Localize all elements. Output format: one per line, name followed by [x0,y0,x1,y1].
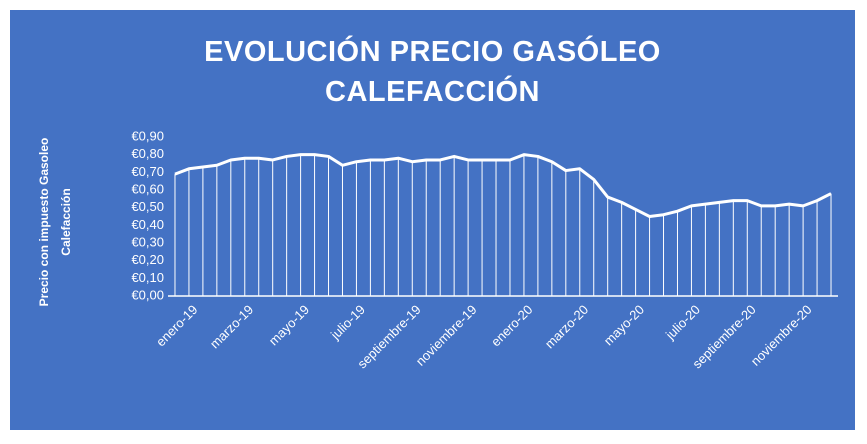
y-axis-label: Precio con impuesto Gasoleo Calefacción [37,137,73,307]
y-tick-label: €0,80 [131,146,164,161]
x-tick-label: marzo-19 [207,302,256,351]
x-tick-label: julio-20 [662,302,703,343]
y-tick-label: €0,00 [131,287,164,302]
x-tick-label: mayo-19 [266,302,312,348]
y-tick-label: €0,70 [131,164,164,179]
y-tick-label: €0,30 [131,234,164,249]
y-tick-label: €0,40 [131,217,164,232]
x-tick-label: julio-19 [327,302,368,343]
chart: €0,00 €0,10 €0,20 €0,30 €0,40 €0,50 €0,60 €0,70… [131,128,838,371]
series-line [174,153,832,218]
y-tick-label: €0,50 [131,199,164,214]
y-tick-label: €0,20 [131,252,164,267]
y-tick-label: €0,90 [131,128,164,143]
x-tick-label: enero-19 [153,302,200,349]
y-tick-label: €0,60 [131,181,164,196]
chart-area: €0,00 €0,10 €0,20 €0,30 €0,40 €0,50 €0,60 €0,70… [10,10,855,430]
x-tick-label: mayo-20 [601,302,647,348]
x-tick-label: enero-20 [488,302,535,349]
chart-title: EVOLUCIÓN PRECIO GASÓLEO CALEFACCIÓN [204,36,661,108]
x-tick-label: marzo-20 [542,302,591,351]
y-tick-label: €0,10 [131,270,164,285]
